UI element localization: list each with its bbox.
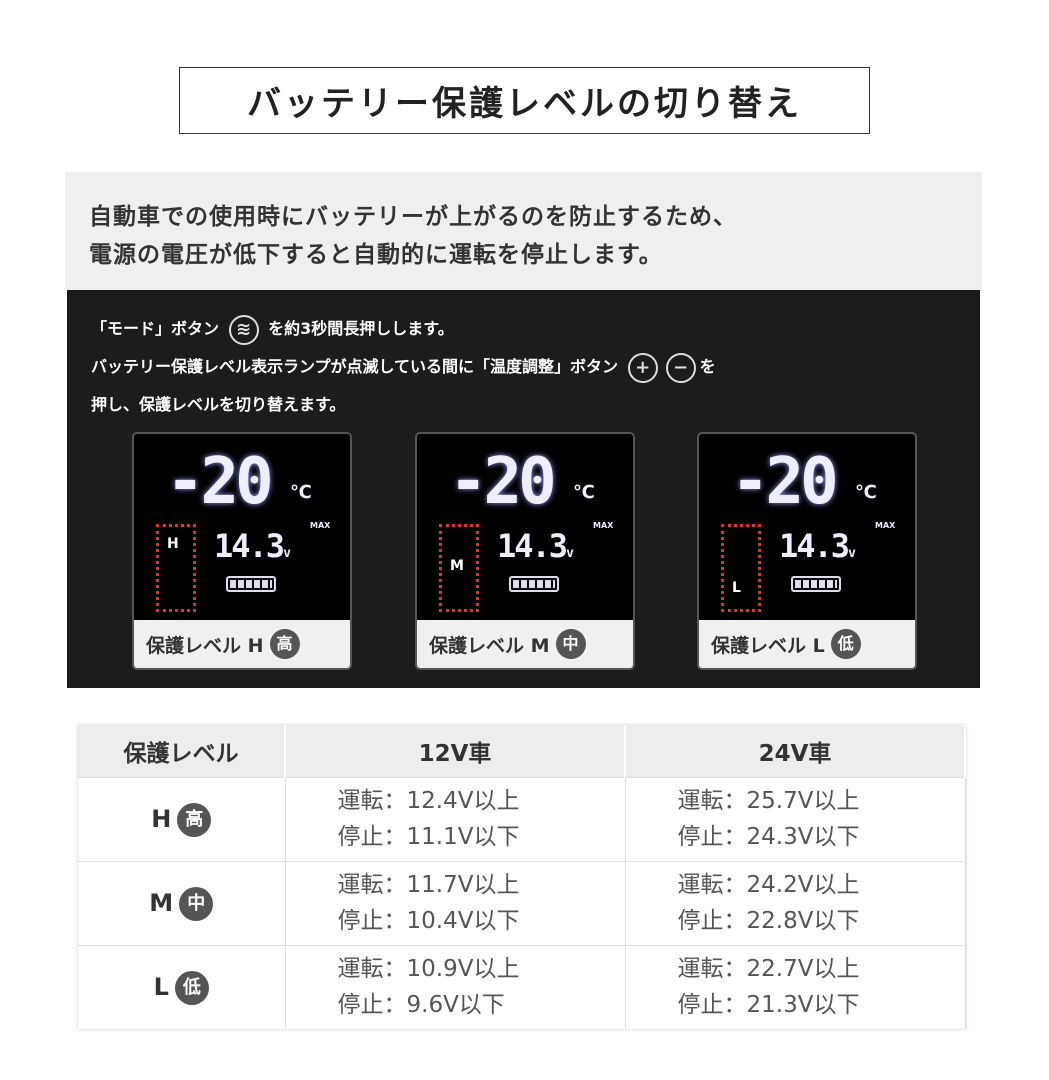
column-header: 24V車 xyxy=(625,725,966,777)
stop-voltage: 停止：24.3V以下 xyxy=(677,824,860,850)
level-indicator: M xyxy=(439,524,479,612)
level-badge: 高 xyxy=(177,803,212,837)
instruction-panel: 「モード」ボタン ≋ を約3秒間長押しします。 バッテリー保護レベル表示ランプが… xyxy=(67,290,980,688)
level-badge: 中 xyxy=(179,887,214,921)
level-letter: H xyxy=(151,805,172,833)
24v-cell: 運転：25.7V以上 停止：24.3V以下 xyxy=(625,776,966,861)
level-badge: 高 xyxy=(269,629,300,659)
level-indicator: H xyxy=(156,524,196,612)
voltage-unit: v xyxy=(283,546,291,561)
mode-wave-icon: ≋ xyxy=(228,314,259,345)
24v-cell: 運転：24.2V以上 停止：22.8V以下 xyxy=(625,860,966,945)
stop-voltage: 停止：11.1V以下 xyxy=(337,824,520,850)
voltage-value: 14.3 xyxy=(497,527,568,565)
max-label: MAX xyxy=(310,521,331,530)
celsius-unit: ℃ xyxy=(855,482,877,503)
instructions: 「モード」ボタン ≋ を約3秒間長押しします。 バッテリー保護レベル表示ランプが… xyxy=(91,310,971,424)
intro-line: 電源の電圧が低下すると自動的に運転を停止します。 xyxy=(89,242,663,268)
run-voltage: 運転：10.9V以上 xyxy=(337,956,520,983)
voltage-value: 14.3 xyxy=(779,527,850,565)
page-title: バッテリー保護レベルの切り替え xyxy=(179,67,870,134)
run-voltage: 運転：24.2V以上 xyxy=(677,872,860,898)
stop-voltage: 停止：22.8V以下 xyxy=(677,908,860,934)
voltage-unit: v xyxy=(566,546,574,561)
voltage-unit: v xyxy=(848,546,856,561)
voltage-readout: 14.3v xyxy=(497,530,574,570)
temperature-readout: -20 xyxy=(449,445,557,519)
column-header: 12V車 xyxy=(285,725,626,777)
voltage-value: 14.3 xyxy=(214,527,285,565)
12v-cell: 運転：11.7V以上 停止：10.4V以下 xyxy=(285,860,626,945)
instruction-text: バッテリー保護レベル表示ランプが点滅している間に「温度調整」ボタン xyxy=(91,357,619,376)
24v-cell: 運転：22.7V以上 停止：21.3V以下 xyxy=(625,944,966,1029)
celsius-unit: ℃ xyxy=(290,482,312,503)
level-letter: L xyxy=(153,973,169,1002)
max-label: MAX xyxy=(875,521,896,530)
instruction-text: を約3秒間長押しします。 xyxy=(268,319,454,338)
instruction-text: を xyxy=(699,357,716,376)
instruction-text: 「モード」ボタン xyxy=(91,319,220,338)
stop-voltage: 停止：9.6V以下 xyxy=(337,992,505,1019)
celsius-unit: ℃ xyxy=(573,482,595,503)
level-letter: M xyxy=(149,889,174,917)
temperature-readout: -20 xyxy=(166,445,274,519)
run-voltage: 運転：22.7V以上 xyxy=(677,956,860,983)
instruction-text: 押し、保護レベルを切り替えます。 xyxy=(91,395,346,414)
run-voltage: 運転：12.4V以上 xyxy=(337,788,520,814)
max-label: MAX xyxy=(593,521,614,530)
stop-voltage: 停止：21.3V以下 xyxy=(677,992,860,1019)
level-badge: 低 xyxy=(174,971,209,1006)
intro-text: 自動車での使用時にバッテリーが上がるのを防止するため、 電源の電圧が低下すると自… xyxy=(65,172,982,290)
level-indicator: L xyxy=(721,524,761,612)
level-badge: 中 xyxy=(555,629,586,659)
battery-icon xyxy=(226,576,276,592)
level-label-text: 保護レベル M xyxy=(429,634,550,657)
temperature-readout: -20 xyxy=(731,445,839,519)
12v-cell: 運転：10.9V以上 停止：9.6V以下 xyxy=(285,944,626,1029)
stop-voltage: 停止：10.4V以下 xyxy=(337,908,520,934)
battery-icon xyxy=(791,576,841,592)
plus-icon: + xyxy=(627,352,658,383)
voltage-readout: 14.3v xyxy=(214,530,291,570)
run-voltage: 運転：11.7V以上 xyxy=(337,872,520,898)
voltage-readout: 14.3v xyxy=(779,530,856,570)
level-letter: M xyxy=(450,558,464,574)
column-header: 保護レベル xyxy=(78,725,286,777)
level-letter: L xyxy=(732,580,741,596)
level-letter: H xyxy=(167,536,179,552)
intro-line: 自動車での使用時にバッテリーが上がるのを防止するため、 xyxy=(89,204,737,230)
12v-cell: 運転：12.4V以上 停止：11.1V以下 xyxy=(285,776,626,861)
run-voltage: 運転：25.7V以上 xyxy=(677,788,860,814)
level-label-text: 保護レベル L xyxy=(711,634,825,657)
level-badge: 低 xyxy=(830,629,861,659)
level-label-text: 保護レベル H xyxy=(146,634,264,657)
battery-icon xyxy=(509,576,559,592)
minus-icon: − xyxy=(665,352,696,383)
